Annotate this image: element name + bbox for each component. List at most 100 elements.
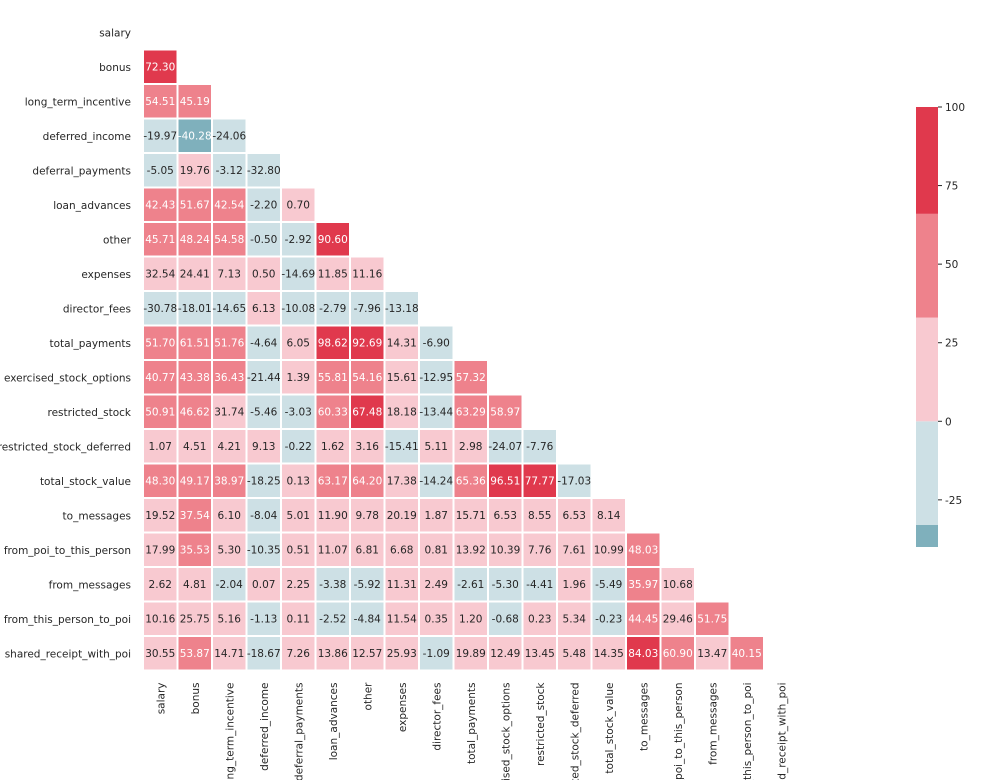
cell-value-label: 8.55 xyxy=(528,510,551,522)
cell-value-label: 17.99 xyxy=(145,545,175,557)
heatmap-cell xyxy=(418,600,455,637)
cell-value-label: 10.99 xyxy=(594,545,624,557)
cell-value-label: 1.87 xyxy=(425,510,448,522)
cell-value-label: 5.30 xyxy=(218,545,241,557)
cell-value-label: -0.22 xyxy=(285,441,312,453)
row-label: from_this_person_to_poi xyxy=(4,614,131,626)
cell-value-label: 32.54 xyxy=(145,269,175,281)
heatmap-cell xyxy=(314,600,351,637)
cell-value-label: -2.04 xyxy=(216,579,243,591)
heatmap-cell xyxy=(452,635,489,672)
column-labels: salary bonus long_term_incentive deferred_i… xyxy=(155,682,788,780)
cell-value-label: 10.68 xyxy=(663,579,693,591)
cell-value-label: 42.54 xyxy=(214,200,244,212)
heatmap-cell xyxy=(556,462,593,499)
heatmap-cell xyxy=(314,255,351,292)
cell-value-label: 7.26 xyxy=(287,648,311,660)
cell-value-label: -18.01 xyxy=(178,303,212,315)
row-label: deferral_payments xyxy=(32,165,131,177)
cell-value-label: 38.97 xyxy=(214,476,244,488)
column-label: to_messages xyxy=(638,683,650,751)
heatmap-cell xyxy=(142,566,179,603)
heatmap-cell xyxy=(245,221,282,258)
cell-value-label: 63.17 xyxy=(318,476,348,488)
column-label: loan_advances xyxy=(328,683,340,761)
cell-value-label: -12.95 xyxy=(419,372,453,384)
cell-value-label: 15.71 xyxy=(456,510,486,522)
column-label: expenses xyxy=(397,683,409,733)
heatmap-cell xyxy=(211,428,248,465)
cell-value-label: 6.53 xyxy=(494,510,517,522)
row-label: restricted_stock xyxy=(48,407,132,419)
cell-value-label: -14.69 xyxy=(281,269,315,281)
cell-value-label: 57.32 xyxy=(456,372,486,384)
heatmap-cell xyxy=(383,428,420,465)
cell-value-label: 20.19 xyxy=(387,510,417,522)
cell-value-label: 6.81 xyxy=(356,545,379,557)
heatmap-cell xyxy=(176,221,213,258)
cell-value-label: -2.79 xyxy=(319,303,346,315)
heatmap-cell xyxy=(314,393,351,430)
column-label: long_term_incentive xyxy=(224,683,236,780)
cell-value-label: 25.93 xyxy=(387,648,417,660)
cell-value-label: 7.61 xyxy=(563,545,586,557)
column-label: from_poi_to_this_person xyxy=(673,683,685,780)
row-label: total_stock_value xyxy=(40,476,131,488)
row-label: other xyxy=(103,234,132,246)
heatmap-cell xyxy=(280,359,317,396)
cell-value-label: 37.54 xyxy=(180,510,210,522)
cell-value-label: 67.48 xyxy=(352,407,382,419)
cell-value-label: -18.67 xyxy=(247,648,281,660)
cell-value-label: 15.61 xyxy=(387,372,417,384)
heatmap-cell xyxy=(314,428,351,465)
cell-value-label: -2.92 xyxy=(285,234,312,246)
cell-value-label: 84.03 xyxy=(628,648,658,660)
heatmap-cell xyxy=(487,428,524,465)
column-label: total_stock_value xyxy=(604,683,616,774)
row-label: deferred_income xyxy=(43,131,131,143)
heatmap-cell xyxy=(487,531,524,568)
cell-value-label: 24.41 xyxy=(180,269,210,281)
heatmap-cell xyxy=(176,566,213,603)
cell-value-label: 0.81 xyxy=(425,545,448,557)
heatmap-cell xyxy=(349,600,386,637)
cell-value-label: 5.16 xyxy=(218,614,242,626)
colorbar-segment xyxy=(916,317,938,422)
heatmap-cell xyxy=(521,428,558,465)
cell-value-label: 9.13 xyxy=(252,441,275,453)
cell-value-label: -5.46 xyxy=(250,407,277,419)
cell-value-label: 44.45 xyxy=(628,614,658,626)
cell-value-label: 30.55 xyxy=(145,648,175,660)
cell-value-label: 6.10 xyxy=(218,510,241,522)
heatmap-cell xyxy=(418,359,455,396)
cell-value-label: 35.97 xyxy=(628,579,658,591)
cell-value-label: 61.51 xyxy=(180,338,210,350)
cell-value-label: 19.76 xyxy=(180,165,210,177)
cell-value-label: 1.62 xyxy=(321,441,344,453)
heatmap-cell xyxy=(349,635,386,672)
heatmap-cell xyxy=(625,635,662,672)
colorbar-segment xyxy=(916,213,938,318)
cell-value-label: 90.60 xyxy=(318,234,348,246)
cell-value-label: 3.16 xyxy=(356,441,380,453)
cell-value-label: 4.21 xyxy=(218,441,241,453)
cell-value-label: -3.12 xyxy=(216,165,243,177)
cell-value-label: 13.86 xyxy=(318,648,348,660)
column-label: bonus xyxy=(190,683,202,715)
column-label: restricted_stock xyxy=(535,682,547,766)
cell-value-label: 48.30 xyxy=(145,476,175,488)
heatmap-cell xyxy=(211,635,248,672)
row-label: exercised_stock_options xyxy=(4,372,131,384)
heatmap-cell xyxy=(452,359,489,396)
column-label: deferral_payments xyxy=(293,683,305,780)
cell-value-label: 14.71 xyxy=(214,648,244,660)
cell-value-label: -6.90 xyxy=(423,338,450,350)
heatmap-cell xyxy=(487,462,524,499)
cell-value-label: 5.34 xyxy=(563,614,587,626)
heatmap-cell xyxy=(211,531,248,568)
column-label: other xyxy=(362,682,374,711)
heatmap-cell xyxy=(383,566,420,603)
cell-value-label: 0.23 xyxy=(528,614,551,626)
cell-value-label: -1.13 xyxy=(250,614,277,626)
heatmap-cell xyxy=(211,462,248,499)
